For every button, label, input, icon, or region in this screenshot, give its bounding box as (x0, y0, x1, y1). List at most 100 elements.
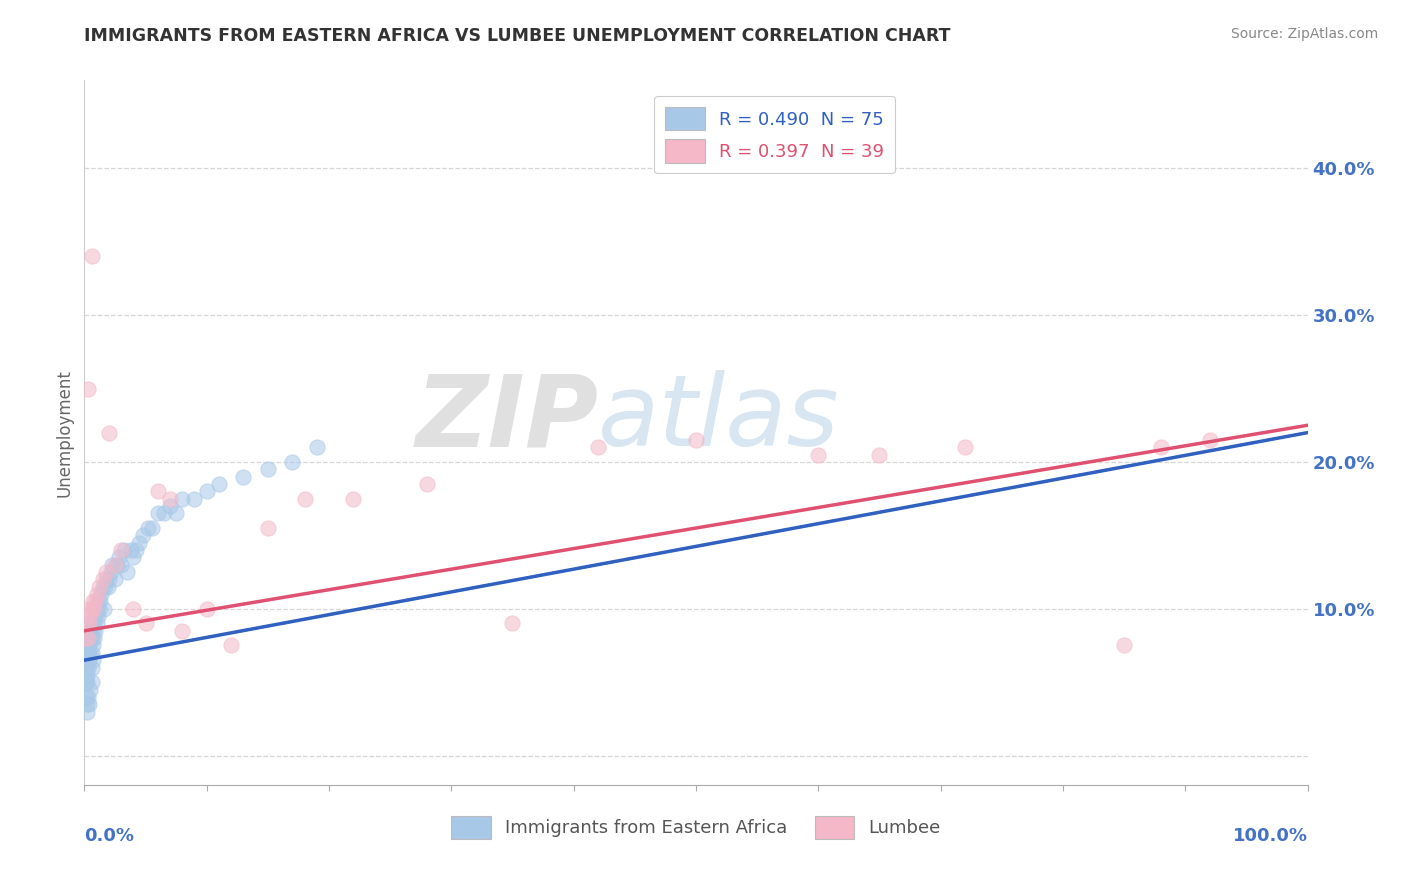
Point (77, 616, 100, 631)
Point (91, 580, 114, 594)
Point (77, 631, 100, 645)
Point (685, 433, 707, 447)
Point (115, 565, 138, 579)
Point (77, 653, 100, 667)
Text: 0.0%: 0.0% (84, 827, 135, 846)
Point (110, 558, 132, 572)
Point (79, 682, 101, 697)
Point (1114, 639, 1136, 653)
Point (77, 631, 100, 645)
Point (305, 440, 328, 454)
Point (80, 601, 103, 615)
Point (869, 448, 891, 462)
Point (82, 639, 104, 653)
Point (342, 491, 364, 506)
Point (77, 624, 100, 638)
Point (76, 697, 98, 711)
Point (84, 609, 107, 624)
Point (153, 507, 176, 521)
Point (232, 469, 254, 483)
Point (83, 601, 105, 615)
Point (125, 543, 148, 558)
Point (83, 601, 105, 615)
Point (76, 616, 98, 631)
Point (120, 543, 142, 558)
Point (79, 646, 101, 660)
Point (1150, 440, 1173, 454)
Point (86, 601, 108, 615)
Point (100, 565, 122, 579)
Point (79, 631, 101, 645)
Point (104, 558, 127, 572)
Point (87, 580, 110, 594)
Point (87, 601, 110, 615)
Point (86, 587, 108, 601)
Point (172, 624, 194, 638)
Point (76, 646, 98, 660)
Point (159, 491, 181, 506)
Point (82, 624, 104, 638)
Point (91, 573, 114, 587)
Point (80, 249, 103, 264)
Y-axis label: Unemployment: Unemployment (55, 368, 73, 497)
Point (195, 484, 218, 499)
Point (75, 675, 97, 690)
Point (953, 440, 976, 454)
Point (77, 382, 100, 396)
Point (416, 477, 439, 491)
Point (80, 660, 103, 674)
Point (96, 573, 118, 587)
Point (122, 550, 145, 565)
Point (257, 521, 280, 535)
Point (294, 491, 316, 506)
Point (110, 543, 132, 558)
Point (75, 631, 97, 645)
Point (84, 594, 107, 608)
Point (146, 507, 169, 521)
Text: ZIP: ZIP (415, 370, 598, 467)
Point (97, 573, 120, 587)
Point (75, 690, 97, 704)
Point (93, 601, 115, 615)
Point (77, 639, 100, 653)
Point (132, 528, 155, 542)
Point (586, 440, 609, 454)
Point (83, 616, 105, 631)
Point (172, 491, 194, 506)
Point (86, 616, 108, 631)
Text: atlas: atlas (598, 370, 839, 467)
Point (105, 558, 128, 572)
Point (75, 660, 97, 674)
Point (76, 668, 98, 682)
Text: Source: ZipAtlas.com: Source: ZipAtlas.com (1230, 27, 1378, 41)
Point (89, 594, 111, 608)
Point (807, 448, 830, 462)
Point (76, 705, 98, 719)
Point (83, 631, 105, 645)
Point (159, 499, 181, 513)
Point (84, 624, 107, 638)
Point (281, 455, 304, 469)
Point (80, 675, 103, 690)
Point (128, 535, 150, 549)
Text: 100.0%: 100.0% (1233, 827, 1308, 846)
Point (77, 697, 100, 711)
Point (257, 462, 280, 476)
Point (165, 507, 187, 521)
Point (77, 660, 100, 674)
Point (79, 609, 101, 624)
Point (77, 639, 100, 653)
Point (135, 616, 157, 631)
Point (87, 609, 110, 624)
Point (76, 675, 98, 690)
Point (80, 646, 103, 660)
Point (1198, 433, 1220, 447)
Point (104, 573, 127, 587)
Point (502, 616, 524, 631)
Legend: Immigrants from Eastern Africa, Lumbee: Immigrants from Eastern Africa, Lumbee (444, 809, 948, 847)
Point (136, 521, 159, 535)
Point (96, 565, 118, 579)
Point (97, 580, 120, 594)
Point (90, 587, 112, 601)
Point (80, 616, 103, 631)
